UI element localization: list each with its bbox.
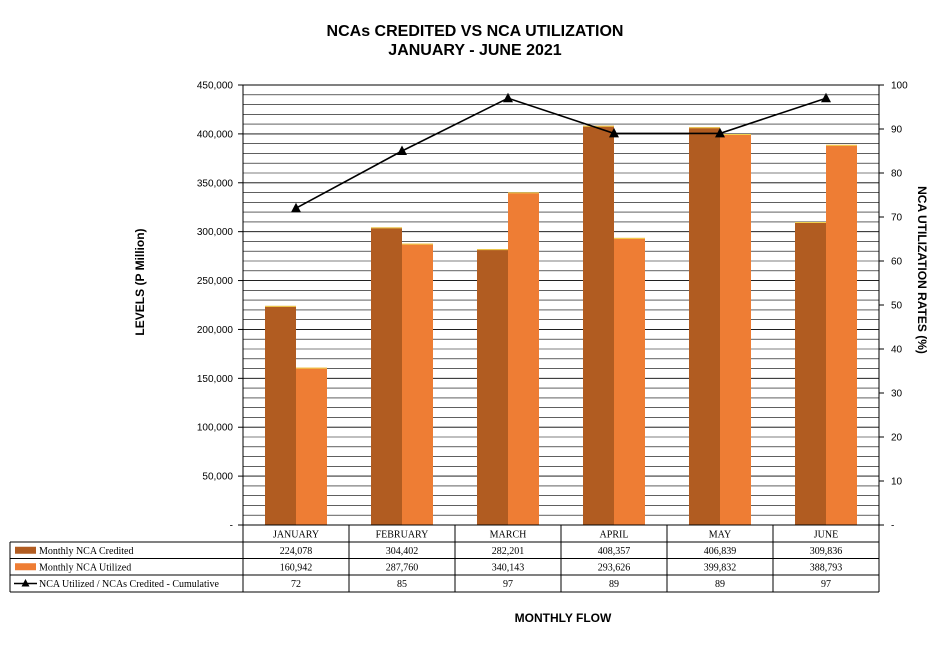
table-cell-value: 85 — [397, 579, 407, 590]
chart-title-line-2: JANUARY - JUNE 2021 — [388, 42, 562, 59]
y2-axis-ticks: - 10 20 30 40 50 60 70 80 90 100 — [879, 81, 908, 532]
series-line — [295, 97, 827, 209]
table-cell-value: 282,201 — [492, 546, 525, 557]
y-tick-label: 200,000 — [197, 325, 234, 336]
y-axis-ticks: - 50,000 100,000 150,000 200,000 250,000 300,0… — [197, 81, 243, 532]
bar — [402, 243, 433, 525]
y2-tick-label: 40 — [891, 345, 903, 356]
y2-tick-label: 70 — [891, 213, 903, 224]
table-cell-value: 388,793 — [810, 562, 843, 573]
y-tick-label: 450,000 — [197, 81, 234, 92]
gridlines — [243, 94, 879, 516]
y2-tick-label: 50 — [891, 301, 903, 312]
bar — [614, 237, 645, 525]
bar — [296, 367, 327, 525]
bar — [508, 192, 539, 526]
bar — [477, 249, 508, 525]
table-cell-value: 224,078 — [280, 546, 313, 557]
y2-tick-label: 100 — [891, 81, 908, 92]
table-cell-value: 72 — [291, 579, 301, 590]
bar-series-0 — [265, 125, 826, 526]
y2-tick-label: 20 — [891, 433, 903, 444]
bar — [583, 125, 614, 526]
y2-tick-label: 10 — [891, 477, 903, 488]
x-tick-label: MAY — [709, 530, 731, 541]
line-point-marker — [821, 92, 831, 103]
line-point-marker — [715, 127, 725, 138]
legend-label: Monthly NCA Utilized — [39, 562, 131, 573]
y-tick-label: 150,000 — [197, 374, 234, 385]
y-tick-label: 300,000 — [197, 227, 234, 238]
x-tick-label: JANUARY — [273, 530, 319, 541]
y-tick-label: 250,000 — [197, 276, 234, 287]
y-tick-label: 400,000 — [197, 129, 234, 140]
y2-tick-label: 80 — [891, 169, 903, 180]
x-tick-label: MARCH — [490, 530, 527, 541]
table-cell-value: 408,357 — [598, 546, 631, 557]
bar-series-1 — [296, 134, 857, 526]
bar — [371, 227, 402, 525]
legend-swatch — [15, 546, 36, 554]
line-series — [291, 92, 831, 213]
table-cell-value: 160,942 — [280, 562, 313, 573]
legend-label: NCA Utilized / NCAs Credited - Cumulativ… — [39, 579, 220, 590]
y-tick-label: 350,000 — [197, 178, 234, 189]
y2-tick-label: 30 — [891, 389, 903, 400]
table-cell-value: 293,626 — [598, 562, 631, 573]
data-table: JANUARY FEBRUARY MARCH APRIL MAY JUNE Monthly … — [9, 524, 880, 593]
bar — [826, 144, 857, 525]
bar — [720, 134, 751, 525]
y-tick-label: 50,000 — [202, 472, 233, 483]
table-cell-value: 304,402 — [386, 546, 419, 557]
chart-title-line-1: NCAs CREDITED VS NCA UTILIZATION — [326, 23, 624, 40]
table-cell-value: 406,839 — [704, 546, 737, 557]
chart-title: NCAs CREDITED VS NCA UTILIZATION JANUARY… — [0, 22, 940, 60]
bar — [689, 127, 720, 525]
x-tick-label: APRIL — [600, 530, 629, 541]
bar — [795, 222, 826, 525]
y-tick-label: - — [230, 521, 233, 532]
table-cell-value: 340,143 — [492, 562, 525, 573]
line-point-marker — [397, 145, 407, 155]
x-axis-label: MONTHLY FLOW — [514, 611, 612, 625]
line-point-marker — [609, 127, 619, 138]
table-cell-value: 97 — [821, 579, 831, 590]
table-cell-value: 399,832 — [704, 562, 737, 573]
x-tick-label: JUNE — [814, 530, 838, 541]
table-cell-value: 89 — [715, 579, 725, 590]
table-cell-value: 97 — [503, 579, 513, 590]
legend-label: Monthly NCA Credited — [39, 546, 133, 557]
table-cell-value: 89 — [609, 579, 619, 590]
x-tick-label: FEBRUARY — [376, 530, 429, 541]
table-cell-value: 287,760 — [386, 562, 419, 573]
y2-tick-label: 60 — [891, 257, 903, 268]
legend-swatch — [15, 563, 36, 571]
y2-tick-label: - — [891, 521, 894, 532]
line-point-marker — [503, 92, 513, 103]
line-point-marker — [291, 202, 301, 213]
bar — [265, 305, 296, 525]
y2-tick-label: 90 — [891, 125, 903, 136]
table-cell-value: 309,836 — [810, 546, 843, 557]
legend-marker — [21, 579, 30, 587]
y-tick-label: 100,000 — [197, 423, 234, 434]
